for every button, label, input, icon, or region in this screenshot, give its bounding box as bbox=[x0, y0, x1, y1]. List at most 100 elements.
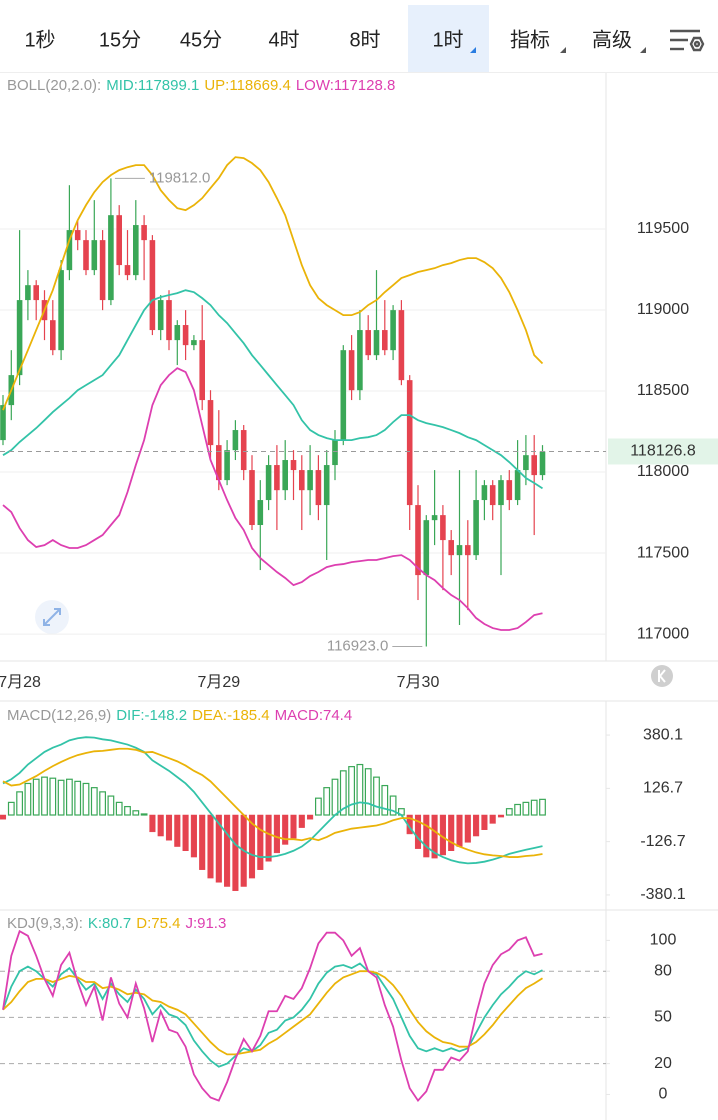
candle-body bbox=[373, 330, 380, 356]
y-tick-label: 380.1 bbox=[643, 726, 683, 743]
candle-body bbox=[174, 325, 181, 341]
macd-bar bbox=[232, 814, 239, 891]
candle-body bbox=[116, 215, 122, 266]
macd-bar bbox=[539, 798, 546, 816]
annotation-label: 119812.0 bbox=[149, 169, 210, 186]
tab-caret bbox=[640, 47, 646, 53]
macd-bar bbox=[99, 791, 107, 816]
legend-value: 117899.1 bbox=[138, 77, 199, 94]
macd-bar bbox=[514, 803, 521, 816]
candle-body bbox=[124, 265, 131, 276]
macd-bar bbox=[530, 799, 538, 816]
candle-body bbox=[340, 350, 347, 441]
macd-bar bbox=[124, 805, 131, 816]
legend-name: MACD: bbox=[275, 707, 323, 724]
tab[interactable]: 指标 bbox=[510, 28, 550, 51]
candle-body bbox=[74, 230, 81, 241]
candle-body bbox=[382, 330, 388, 351]
candle-body bbox=[133, 225, 139, 276]
last-price-box bbox=[608, 438, 718, 465]
macd-bar bbox=[215, 814, 222, 883]
y-tick-label: 119000 bbox=[637, 301, 689, 318]
macd-bar bbox=[273, 814, 280, 854]
tab[interactable]: 15分 bbox=[99, 28, 141, 51]
legend-name: DEA: bbox=[192, 707, 227, 724]
candle-body bbox=[149, 240, 156, 331]
candle-body bbox=[365, 330, 371, 356]
icon-glyph bbox=[658, 669, 666, 683]
legend-value: 118669.4 bbox=[229, 77, 290, 94]
indicator-line bbox=[2, 747, 543, 858]
tab[interactable]: 8时 bbox=[349, 28, 380, 51]
indicator-legend: BOLL(20,2.0): MID:117899.1 UP:118669.4 LOW:… bbox=[7, 77, 395, 94]
macd-bar bbox=[107, 795, 115, 816]
candle-body bbox=[390, 310, 396, 351]
x-tick-label: 7月29 bbox=[197, 674, 240, 691]
macd-bar bbox=[307, 814, 314, 820]
candle-body bbox=[323, 465, 330, 506]
candle-body bbox=[182, 325, 189, 346]
macd-bar bbox=[522, 801, 530, 816]
tab[interactable]: 45分 bbox=[180, 28, 222, 51]
y-tick-label: 117500 bbox=[637, 544, 689, 561]
legend-value: 74.4 bbox=[323, 707, 352, 724]
indicator-line bbox=[2, 929, 543, 1103]
macd-bar bbox=[24, 782, 32, 816]
candle-body bbox=[232, 430, 239, 451]
tab[interactable]: 高级 bbox=[592, 28, 632, 51]
legend-name: MID: bbox=[106, 77, 138, 94]
y-tick-label: 0 bbox=[659, 1086, 668, 1103]
indicator-line bbox=[2, 736, 543, 865]
macd-bar bbox=[149, 814, 156, 833]
macd-bar bbox=[49, 777, 57, 816]
y-tick-label: 126.7 bbox=[643, 780, 683, 797]
candle-body bbox=[249, 470, 255, 526]
candle-body bbox=[141, 225, 147, 241]
tab[interactable]: 1时 bbox=[432, 28, 463, 51]
macd-bar bbox=[140, 813, 148, 816]
candle-body bbox=[290, 460, 297, 471]
candle-body bbox=[465, 545, 471, 556]
icon-arrows bbox=[43, 608, 61, 626]
macd-bar bbox=[190, 814, 197, 858]
candle-body bbox=[481, 485, 488, 501]
legend-value: -185.4 bbox=[227, 707, 270, 724]
expand-icon[interactable] bbox=[35, 600, 69, 634]
candle-body bbox=[58, 270, 64, 351]
macd-bar bbox=[282, 814, 289, 845]
x-tick-label: 7月30 bbox=[397, 674, 440, 691]
candle-body bbox=[240, 430, 247, 471]
indicator-legend: MACD(12,26,9) DIF:-148.2 DEA:-185.4 MACD:74… bbox=[7, 707, 352, 724]
macd-bar bbox=[207, 814, 214, 879]
y-tick-label: 119500 bbox=[637, 220, 689, 237]
macd-bar bbox=[348, 766, 355, 816]
candle-body bbox=[50, 320, 56, 351]
macd-bar bbox=[473, 814, 480, 837]
scroll-latest-icon[interactable] bbox=[651, 665, 673, 687]
macd-bar bbox=[132, 810, 140, 816]
macd-bar bbox=[0, 814, 7, 820]
tab[interactable]: 1秒 bbox=[24, 28, 55, 51]
macd-bar bbox=[389, 795, 397, 816]
indicator-line bbox=[2, 970, 543, 1056]
macd-bar bbox=[298, 814, 305, 828]
legend-value: 80.7 bbox=[102, 915, 131, 932]
macd-bar bbox=[497, 814, 505, 818]
candle-body bbox=[25, 285, 31, 301]
settings-icon[interactable] bbox=[670, 29, 705, 52]
macd-bar bbox=[423, 814, 430, 858]
legend-name: UP: bbox=[204, 77, 229, 94]
y-tick-label: 118000 bbox=[637, 463, 689, 480]
selected-tab-bg bbox=[408, 5, 489, 72]
macd-bar bbox=[115, 801, 123, 816]
candle-body bbox=[506, 480, 513, 501]
y-tick-label: -380.1 bbox=[640, 886, 685, 903]
candle-body bbox=[315, 470, 322, 506]
tab[interactable]: 4时 bbox=[268, 28, 299, 51]
y-tick-label: 80 bbox=[654, 962, 672, 979]
candle-body bbox=[66, 230, 73, 271]
macd-bar bbox=[489, 814, 496, 824]
candle-body bbox=[456, 545, 463, 556]
y-tick-label: 20 bbox=[654, 1055, 672, 1072]
